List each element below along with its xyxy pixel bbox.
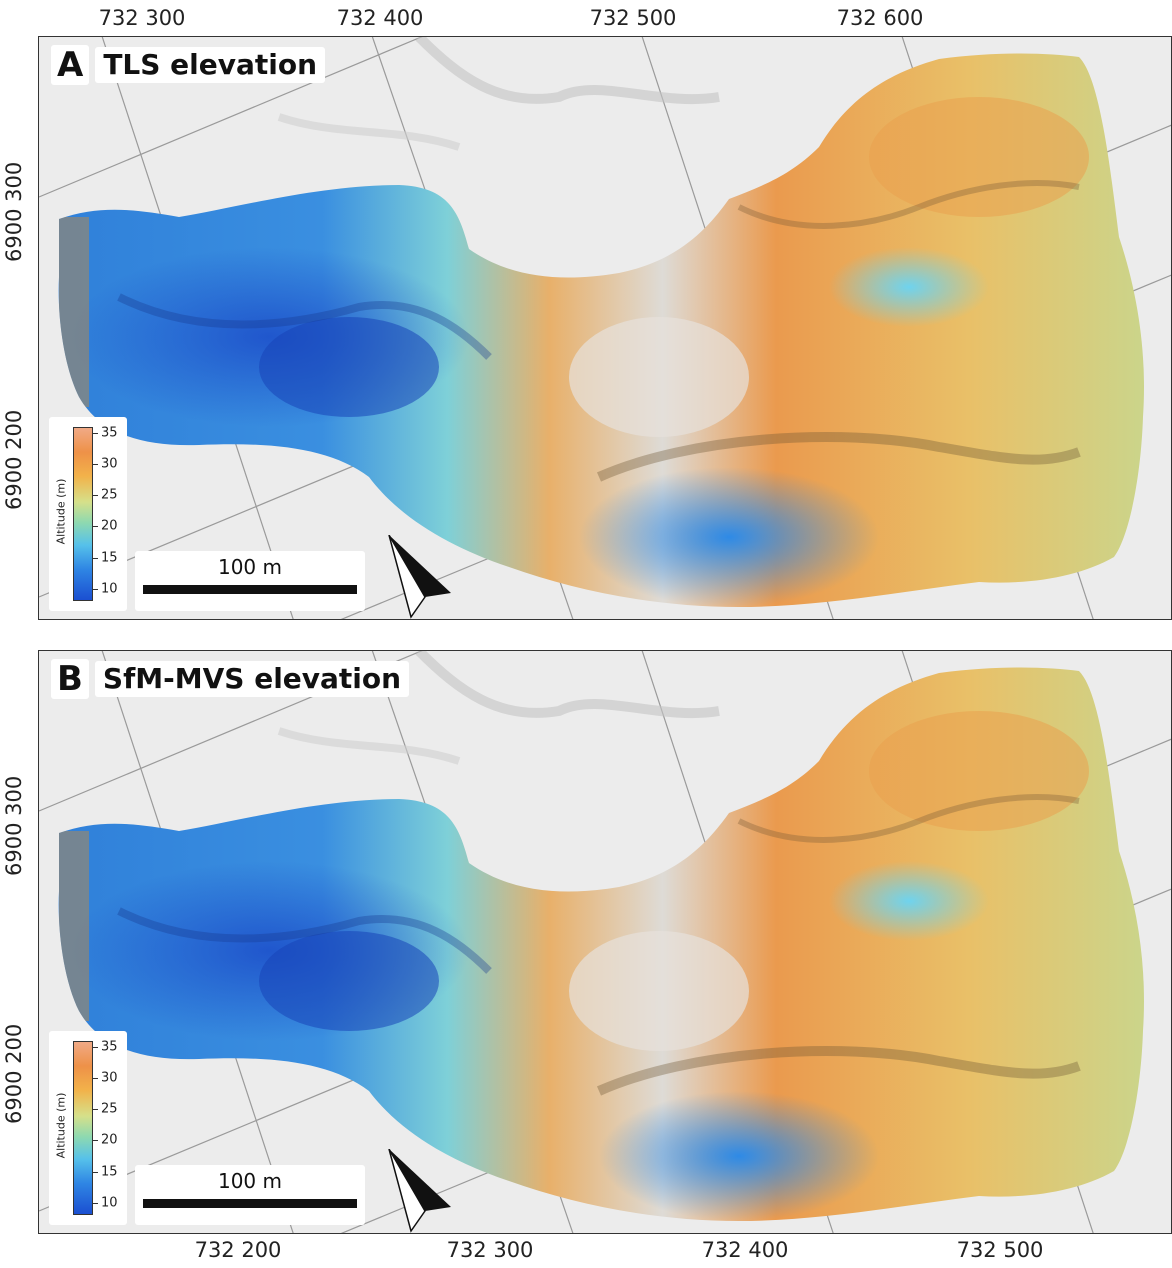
panel-name: TLS elevation [95,47,326,83]
top-axis-label: 732 500 [589,6,677,30]
panel-letter: A [51,45,90,85]
legend-tick-label: 15 [101,1164,118,1179]
legend-title: Altitude (m) [54,478,68,545]
legend-tick-mark [93,1140,98,1142]
legend-tick-label: 25 [101,487,118,503]
legend-tick-label: 25 [101,1101,118,1117]
top-axis-label: 732 300 [98,6,186,30]
north-arrow-icon [388,1149,451,1233]
legend-tick-mark [93,433,98,435]
scale-bar: 100 m [135,551,365,611]
panel-b: B SfM-MVS elevation Altitude (m) 35 30 25 2… [38,650,1172,1234]
legend-tick-mark [93,1202,98,1204]
legend-tick-mark [93,1171,98,1173]
left-axis-label: 6900 200 [2,1023,26,1124]
elevation-map-a [39,37,1171,619]
top-axis-label: 732 400 [336,6,424,30]
bottom-axis-label: 732 200 [194,1238,282,1262]
legend-tick-label: 15 [101,550,118,565]
legend-tick-mark [93,1078,98,1080]
legend-title: Altitude (m) [54,1092,68,1159]
legend-tick-mark [93,495,98,497]
altitude-legend: Altitude (m) 35 30 25 20 15 10 [49,417,127,611]
legend-tick-label: 10 [101,1195,118,1211]
legend-color-bar [73,427,93,601]
north-arrow-icon [388,535,451,619]
legend-tick-mark [93,588,98,590]
legend-tick-label: 35 [101,1039,118,1055]
bottom-axis-label: 732 500 [956,1238,1044,1262]
legend-tick-label: 20 [101,1132,118,1148]
legend-tick-mark [93,1109,98,1111]
legend-tick-label: 20 [101,518,118,534]
scale-bar-label: 100 m [217,1169,282,1193]
elevation-map-b [39,651,1171,1233]
legend-tick-label: 35 [101,425,118,441]
legend-tick-label: 30 [101,1070,118,1086]
left-axis-label: 6900 200 [2,409,26,510]
altitude-legend: Altitude (m) 35 30 25 20 15 10 [49,1031,127,1225]
legend-tick-mark [93,1047,98,1049]
panel-title-b: B SfM-MVS elevation [51,659,410,699]
scale-bar-line [143,1199,357,1208]
bottom-axis-label: 732 300 [446,1238,534,1262]
scale-bar-label: 100 m [217,555,282,579]
left-axis-label: 6900 300 [2,775,26,876]
scale-bar: 100 m [135,1165,365,1225]
bottom-axis-label: 732 400 [701,1238,789,1262]
legend-tick-mark [93,526,98,528]
legend-tick-label: 10 [101,581,118,597]
legend-tick-mark [93,557,98,559]
panel-a: A TLS elevation Altitude (m) 35 30 25 20 15 1… [38,36,1172,620]
legend-color-bar [73,1041,93,1215]
legend-tick-mark [93,464,98,466]
legend-tick-label: 30 [101,456,118,472]
scale-bar-line [143,585,357,594]
panel-name: SfM-MVS elevation [94,661,410,697]
panel-title-a: A TLS elevation [51,45,326,85]
top-axis-label: 732 600 [836,6,924,30]
panel-letter: B [51,659,89,699]
left-axis-label: 6900 300 [2,161,26,262]
